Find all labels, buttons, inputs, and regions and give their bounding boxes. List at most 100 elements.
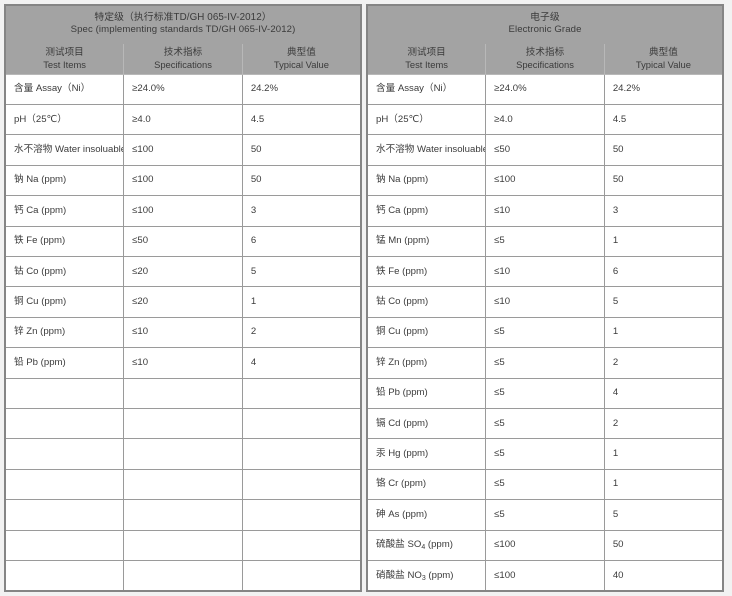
cell-test-item: 硝酸盐 NO3 (ppm): [366, 560, 487, 592]
cell-specification: ≤100: [485, 529, 605, 562]
cell-typical-value: 1: [603, 468, 724, 501]
cell-specification: ≤100: [485, 164, 605, 197]
cell-typical-value: 5: [603, 286, 724, 318]
table-row: 钙 Ca (ppm) ≤10 3: [366, 195, 724, 227]
table-row: 铅 Pb (ppm) ≤5 4: [366, 377, 724, 409]
cell-typical-value: 40: [603, 560, 724, 592]
column-header-cn: 测试项目: [45, 46, 84, 58]
table-body-standard-grade: 含量 Assay（Ni） ≥24.0% 24.2% pH（25℃） ≥4.0 4.5 水不溶…: [4, 73, 362, 592]
cell-typical-value: 6: [603, 255, 724, 288]
cell-test-item: 铬 Cr (ppm): [366, 468, 487, 501]
cell-test-item: [4, 529, 125, 562]
cell-test-item: 锰 Mn (ppm): [366, 225, 487, 257]
cell-specification: [123, 529, 243, 562]
table-row: [4, 438, 362, 470]
grade-title-row: 特定级（执行标准TD/GH 065-IV-2012） Spec (impleme…: [4, 4, 362, 44]
cell-test-item: 钴 Co (ppm): [4, 255, 125, 288]
table-row: [4, 529, 362, 562]
table-row: 硫酸盐 SO4 (ppm) ≤100 50: [366, 529, 724, 562]
cell-typical-value: 5: [241, 255, 362, 288]
cell-test-item: 汞 Hg (ppm): [366, 438, 487, 470]
cell-test-item: [4, 377, 125, 409]
table-row: 含量 Assay（Ni） ≥24.0% 24.2%: [4, 73, 362, 105]
column-header-row: 测试项目 Test Items 技术指标 Specifications 典型值 …: [366, 42, 724, 75]
cell-typical-value: 1: [603, 225, 724, 257]
spec-table-electronic-grade: 电子级 Electronic Grade 测试项目 Test Items 技术指…: [366, 4, 724, 592]
cell-specification: ≤100: [123, 195, 243, 227]
cell-typical-value: [241, 560, 362, 592]
table-row: 锌 Zn (ppm) ≤10 2: [4, 316, 362, 349]
cell-typical-value: 50: [603, 164, 724, 197]
cell-specification: ≤5: [485, 377, 605, 409]
cell-test-item: 铜 Cu (ppm): [4, 286, 125, 318]
cell-specification: [123, 499, 243, 531]
column-header-en: Typical Value: [635, 58, 691, 70]
cell-typical-value: 50: [603, 529, 724, 562]
cell-test-item: 含量 Assay（Ni）: [366, 73, 487, 105]
cell-typical-value: [241, 377, 362, 409]
cell-specification: ≤10: [485, 286, 605, 318]
cell-specification: [123, 438, 243, 470]
table-row: [4, 560, 362, 592]
spec-table-standard-grade: 特定级（执行标准TD/GH 065-IV-2012） Spec (impleme…: [4, 4, 362, 592]
table-row: 锌 Zn (ppm) ≤5 2: [366, 347, 724, 379]
cell-specification: ≤50: [485, 134, 605, 166]
cell-typical-value: 1: [603, 316, 724, 349]
grade-title-cell: 特定级（执行标准TD/GH 065-IV-2012） Spec (impleme…: [4, 4, 362, 44]
cell-specification: ≤5: [485, 438, 605, 470]
column-header-cn: 典型值: [287, 46, 316, 58]
cell-test-item: 含量 Assay（Ni）: [4, 73, 125, 105]
cell-test-item: 钙 Ca (ppm): [366, 195, 487, 227]
cell-specification: ≤10: [485, 195, 605, 227]
cell-specification: [123, 377, 243, 409]
grade-title-cn: 电子级: [530, 12, 560, 24]
table-row: [4, 499, 362, 531]
cell-typical-value: 50: [603, 134, 724, 166]
cell-specification: ≥4.0: [485, 103, 605, 136]
cell-test-item: 硫酸盐 SO4 (ppm): [366, 529, 487, 562]
cell-test-item: pH（25℃）: [4, 103, 125, 136]
cell-test-item: [4, 407, 125, 440]
cell-test-item: 钠 Na (ppm): [4, 164, 125, 197]
cell-specification: ≤20: [123, 255, 243, 288]
cell-typical-value: 3: [241, 195, 362, 227]
table-row: [4, 407, 362, 440]
cell-typical-value: 4.5: [603, 103, 724, 136]
cell-typical-value: 50: [241, 164, 362, 197]
table-row: 铁 Fe (ppm) ≤50 6: [4, 225, 362, 257]
grade-title-en: Electronic Grade: [508, 24, 582, 36]
cell-typical-value: 2: [603, 407, 724, 440]
cell-test-item: 铁 Fe (ppm): [366, 255, 487, 288]
column-header-en: Specifications: [516, 58, 574, 70]
grade-title-cn: 特定级（执行标准TD/GH 065-IV-2012）: [94, 12, 272, 24]
grade-title-row: 电子级 Electronic Grade: [366, 4, 724, 44]
cell-typical-value: 4: [241, 347, 362, 379]
column-header-test-items: 测试项目 Test Items: [366, 42, 487, 75]
cell-test-item: pH（25℃）: [366, 103, 487, 136]
cell-test-item: [4, 560, 125, 592]
cell-typical-value: [241, 468, 362, 501]
cell-test-item: 水不溶物 Water insoluable matter (ppm): [4, 134, 125, 166]
cell-typical-value: [241, 438, 362, 470]
table-row: 钴 Co (ppm) ≤20 5: [4, 255, 362, 288]
cell-test-item: 砷 As (ppm): [366, 499, 487, 531]
table-body-electronic-grade: 含量 Assay（Ni） ≥24.0% 24.2% pH（25℃） ≥4.0 4.5 水不溶…: [366, 73, 724, 592]
cell-test-item: [4, 438, 125, 470]
cell-specification: ≥24.0%: [485, 73, 605, 105]
column-header-test-items: 测试项目 Test Items: [4, 42, 125, 75]
column-header-typical-value: 典型值 Typical Value: [241, 42, 362, 75]
column-header-en: Test Items: [43, 58, 86, 70]
cell-specification: [123, 407, 243, 440]
column-header-specifications: 技术指标 Specifications: [485, 42, 605, 75]
cell-typical-value: [241, 529, 362, 562]
cell-test-item: 钠 Na (ppm): [366, 164, 487, 197]
cell-specification: ≤100: [123, 164, 243, 197]
column-header-en: Specifications: [154, 58, 212, 70]
cell-specification: ≥4.0: [123, 103, 243, 136]
table-row: 钠 Na (ppm) ≤100 50: [4, 164, 362, 197]
cell-test-item: 铜 Cu (ppm): [366, 316, 487, 349]
cell-test-item: 铅 Pb (ppm): [366, 377, 487, 409]
